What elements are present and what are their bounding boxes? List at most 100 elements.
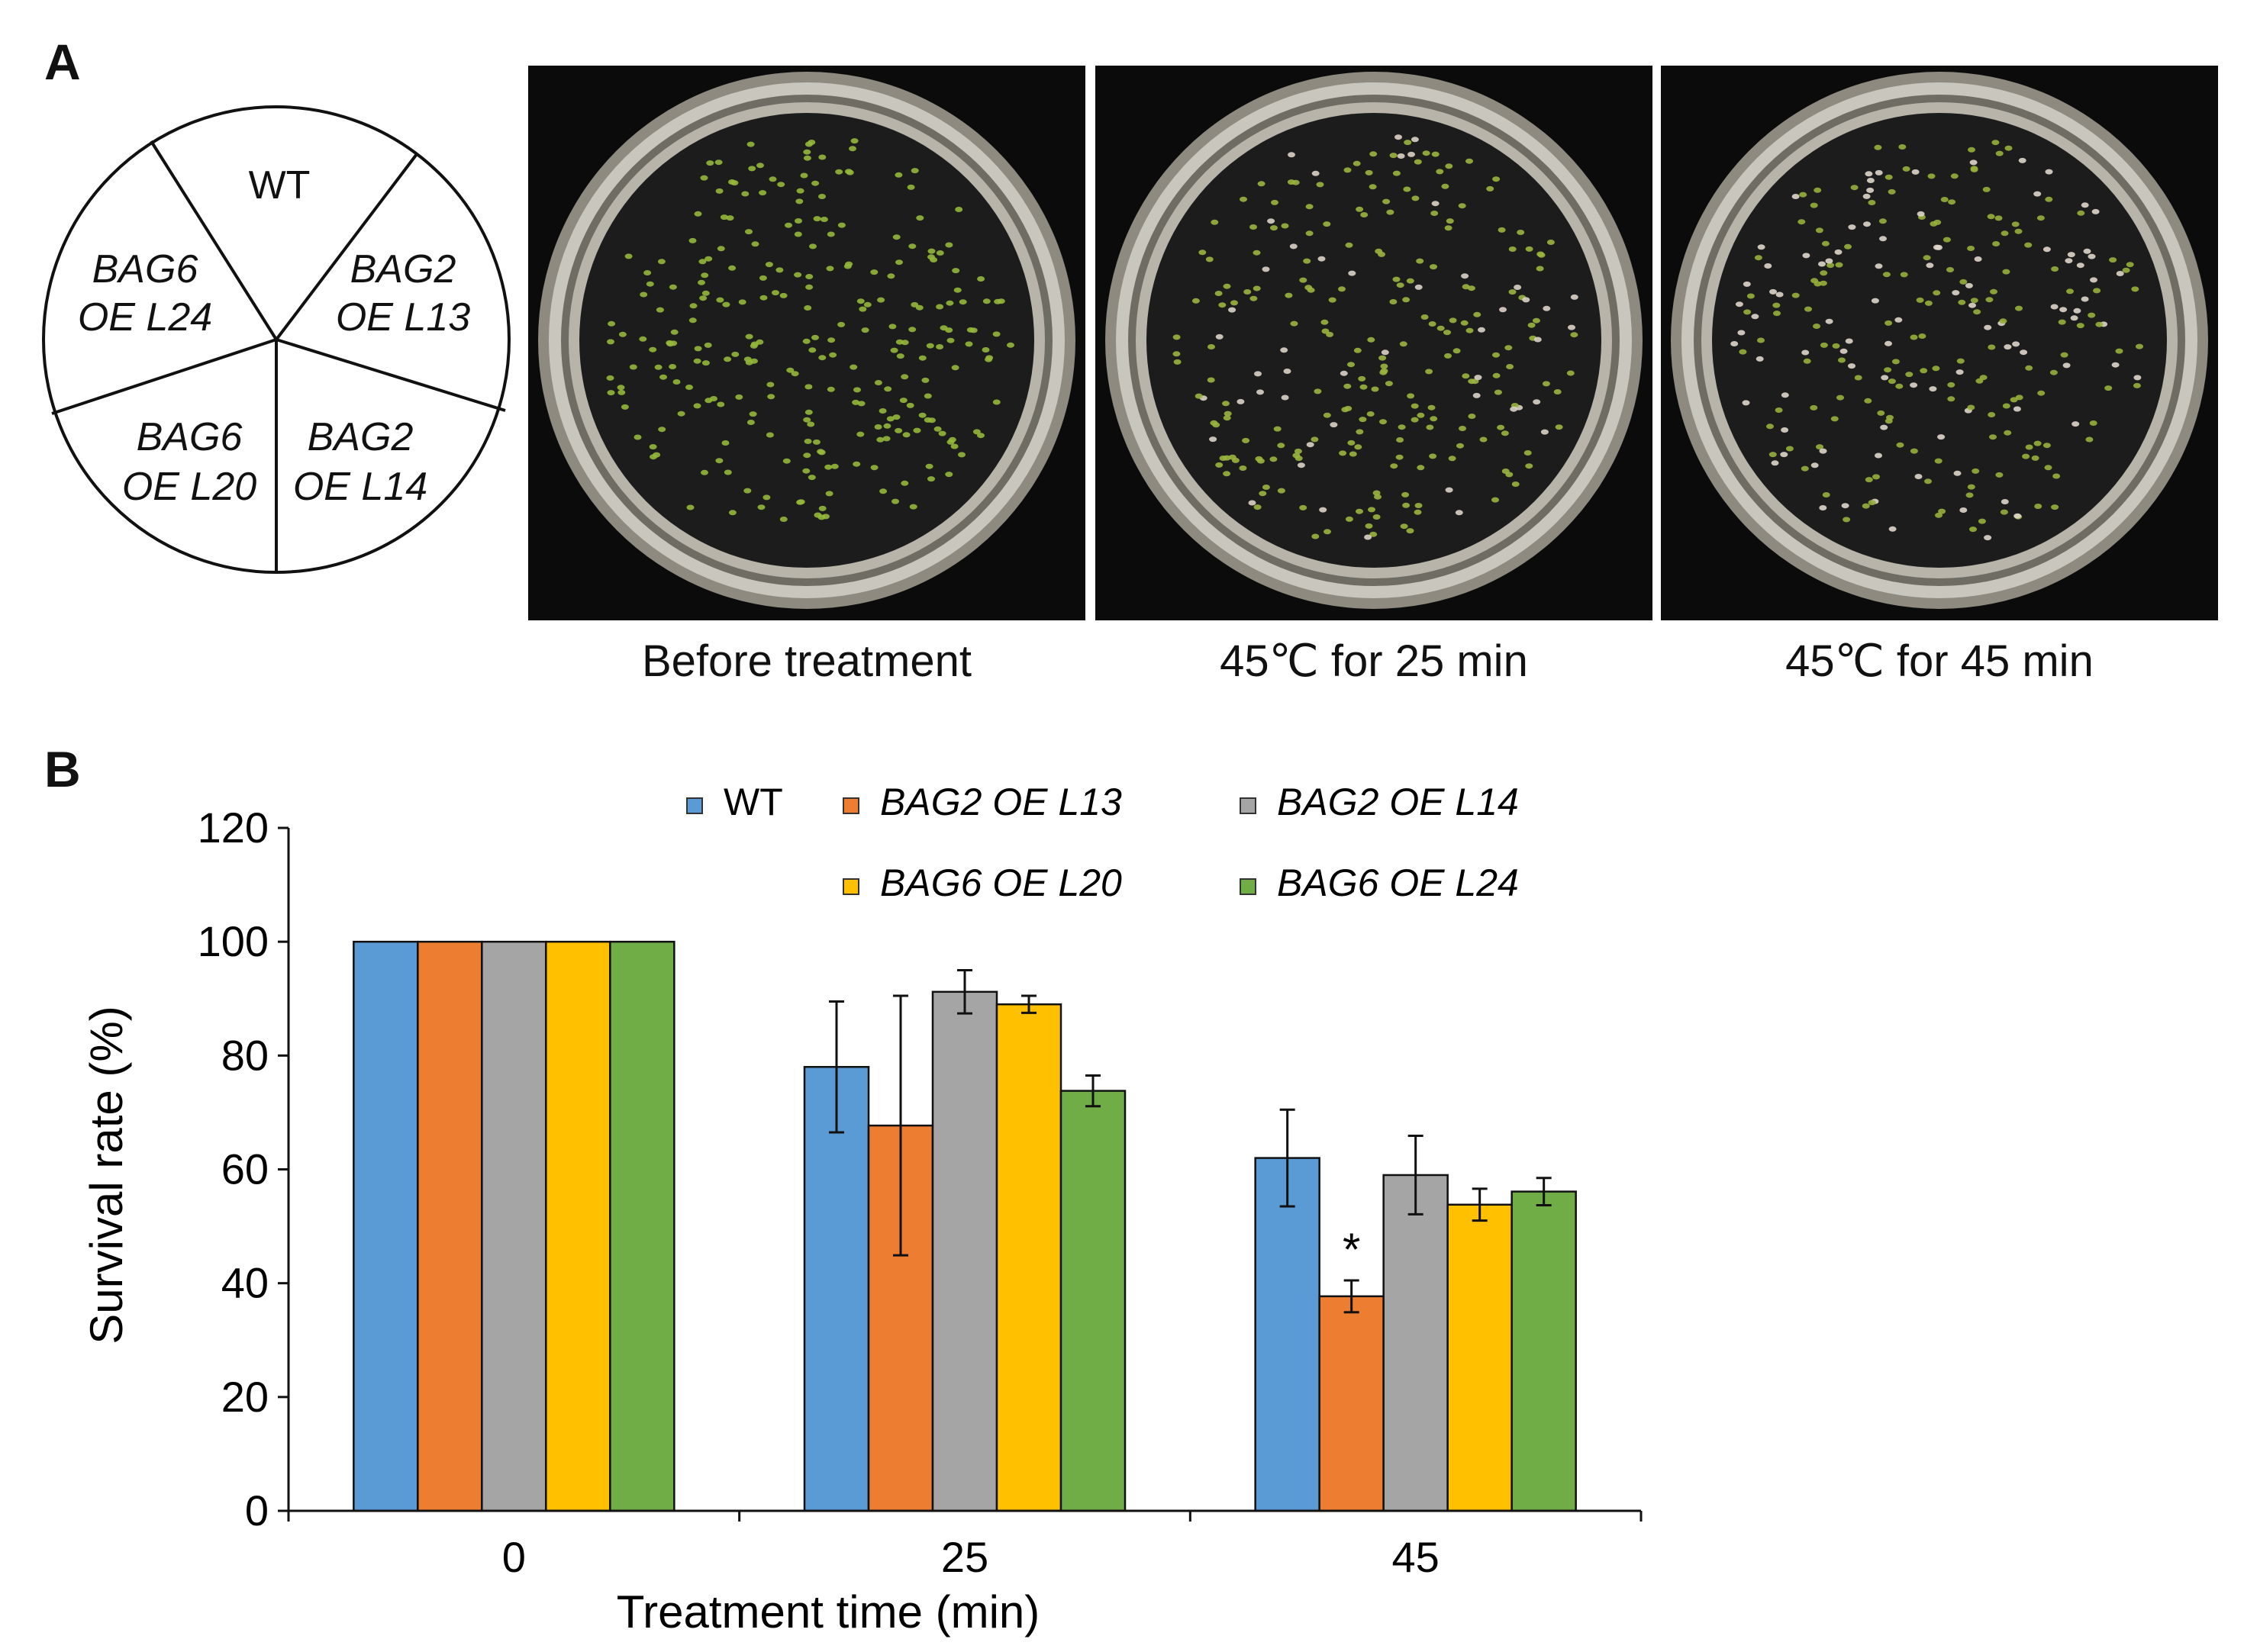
- green-seedling: [1918, 333, 1926, 339]
- x-tick-label: 45: [1392, 1533, 1440, 1581]
- green-seedling: [1992, 241, 2001, 246]
- green-seedling: [782, 458, 791, 464]
- green-seedling: [1242, 437, 1250, 443]
- bleached-seedling: [1394, 134, 1402, 140]
- bleached-seedling: [1254, 371, 1262, 377]
- green-seedling: [2052, 473, 2061, 479]
- green-seedling: [955, 207, 963, 212]
- survival-rate-bar-chart: WT BAG2 OE L13 BAG2 OE L14 BAG6 OE L20 BAG6 …: [81, 781, 1643, 1638]
- green-seedling: [1400, 523, 1408, 530]
- green-seedling: [874, 380, 882, 385]
- green-seedling: [1505, 472, 1514, 478]
- green-seedling: [1532, 317, 1540, 324]
- green-seedling: [658, 427, 666, 433]
- green-seedling: [959, 299, 967, 305]
- bleached-seedling: [1819, 505, 1827, 510]
- green-seedling: [656, 307, 664, 313]
- green-seedling: [1958, 299, 1966, 305]
- green-seedling: [938, 430, 946, 436]
- bleached-seedling: [1280, 347, 1288, 353]
- bleached-seedling: [1757, 244, 1765, 250]
- green-seedling: [808, 347, 817, 353]
- green-seedling: [607, 339, 614, 345]
- bleached-seedling: [1311, 170, 1320, 176]
- bleached-seedling: [1781, 392, 1789, 398]
- bleached-seedling: [1848, 224, 1856, 230]
- bleached-seedling: [1735, 301, 1743, 308]
- bleached-seedling: [2081, 296, 2089, 302]
- green-seedling: [1527, 322, 1536, 328]
- green-seedling: [827, 231, 835, 237]
- bleached-seedling: [2073, 308, 2081, 314]
- green-seedling: [907, 184, 915, 190]
- green-seedling: [822, 514, 830, 520]
- bar: [931, 990, 998, 1512]
- green-seedling: [1305, 230, 1314, 237]
- green-seedling: [812, 439, 821, 445]
- green-seedling: [795, 198, 804, 204]
- green-seedling: [1431, 151, 1440, 157]
- green-seedling: [845, 261, 853, 267]
- bleached-seedling: [1780, 452, 1788, 458]
- green-seedling: [820, 217, 828, 222]
- green-seedling: [1444, 225, 1452, 231]
- green-seedling: [982, 347, 990, 353]
- green-seedling: [1407, 393, 1415, 399]
- green-seedling: [1443, 330, 1451, 336]
- green-seedling: [925, 463, 933, 469]
- green-seedling: [1343, 167, 1352, 173]
- green-seedling: [902, 432, 911, 438]
- green-seedling: [714, 159, 723, 166]
- green-seedling: [1411, 195, 1420, 201]
- green-seedling: [1990, 288, 1997, 295]
- bleached-seedling: [2116, 271, 2124, 276]
- green-seedling: [1821, 240, 1830, 246]
- green-seedling: [1426, 424, 1434, 430]
- green-seedling: [1902, 166, 1910, 172]
- green-seedling: [2088, 312, 2096, 318]
- green-seedling: [916, 215, 924, 221]
- bleached-seedling: [2020, 349, 2028, 356]
- green-seedling: [1810, 202, 1818, 208]
- bleached-seedling: [1742, 400, 1750, 406]
- bar: [1059, 1090, 1127, 1512]
- bleached-seedling: [1397, 153, 1405, 159]
- green-seedling: [908, 327, 917, 333]
- green-seedling: [649, 346, 657, 353]
- bleached-seedling: [1974, 256, 1982, 262]
- bar: [1511, 1190, 1577, 1512]
- bar: [545, 940, 611, 1512]
- green-seedling: [2022, 453, 2030, 459]
- green-seedling: [992, 399, 1001, 405]
- green-seedling: [1872, 474, 1880, 480]
- green-seedling: [1772, 302, 1781, 308]
- green-seedling: [1975, 378, 1984, 384]
- green-seedling: [879, 488, 888, 494]
- green-seedling: [859, 306, 867, 312]
- green-seedling: [977, 433, 985, 439]
- green-seedling: [1898, 144, 1907, 150]
- green-seedling: [1820, 270, 1828, 276]
- green-seedling: [1255, 456, 1263, 462]
- green-seedling: [724, 469, 732, 475]
- green-seedling: [877, 297, 885, 303]
- green-seedling: [749, 411, 757, 417]
- bleached-seedling: [1319, 507, 1327, 513]
- green-seedling: [969, 327, 978, 333]
- green-seedling: [888, 324, 897, 330]
- bleached-seedling: [1825, 318, 1833, 324]
- green-seedling: [946, 337, 955, 343]
- bar: [417, 940, 483, 1512]
- green-seedling: [617, 389, 626, 395]
- bleached-seedling: [1881, 375, 1889, 381]
- green-seedling: [913, 427, 921, 433]
- green-seedling: [1365, 523, 1373, 529]
- green-seedling: [2025, 365, 2033, 371]
- green-seedling: [1970, 166, 1978, 172]
- green-seedling: [876, 436, 885, 443]
- bleached-seedling: [1839, 348, 1848, 354]
- legend-label: BAG6 OE L20: [880, 861, 1122, 904]
- green-seedling: [669, 284, 677, 290]
- green-seedling: [1345, 516, 1353, 522]
- green-seedling: [1810, 278, 1819, 284]
